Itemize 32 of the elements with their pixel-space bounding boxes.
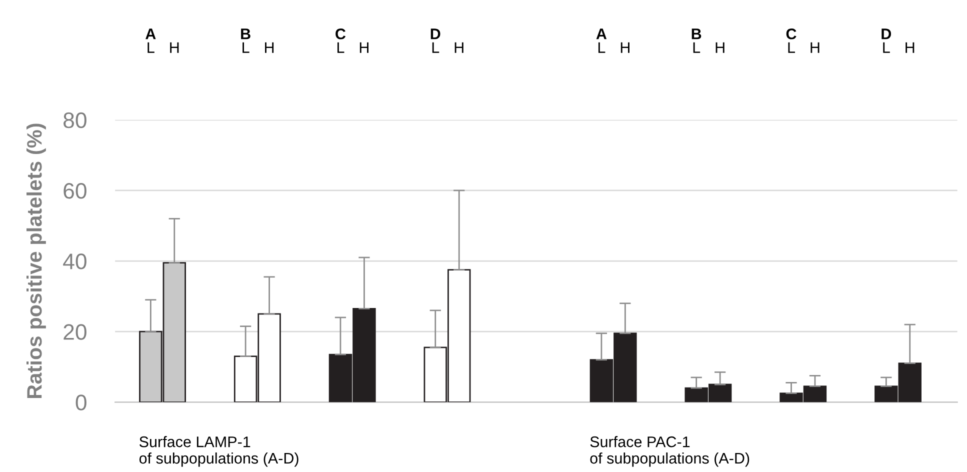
- x-tick-label: H: [265, 42, 274, 53]
- x-tick-label: H: [906, 42, 914, 53]
- text: Surface LAMP-1 of subpopulations (A-D): [139, 436, 298, 467]
- text: Surface PAC-1 of subpopulations (A-D): [590, 436, 750, 467]
- text: C: [786, 28, 796, 40]
- text: D: [882, 28, 892, 40]
- x-tick-label: L: [337, 42, 344, 53]
- y-tick-label: 80: [64, 112, 86, 128]
- text: D: [430, 28, 440, 40]
- x-tick-label: L: [148, 42, 154, 53]
- x-tick-label: L: [693, 42, 700, 53]
- x-tick-label: H: [360, 42, 368, 53]
- text: B: [692, 28, 702, 40]
- y-tick-label: 20: [64, 324, 86, 340]
- y-tick-label: 40: [63, 254, 86, 270]
- x-tick-label: L: [242, 42, 250, 53]
- text: C: [336, 28, 346, 40]
- x-tick-label: L: [883, 42, 890, 53]
- x-tick-label: H: [716, 42, 724, 53]
- x-tick-label: H: [810, 42, 820, 53]
- x-tick-label: H: [454, 42, 464, 53]
- x-tick-label: L: [432, 42, 440, 53]
- text: A: [596, 28, 607, 40]
- y-tick-label: 0: [76, 394, 86, 410]
- y-axis-title: Ratios positive platelets (%): [26, 124, 46, 398]
- x-tick-label: L: [598, 42, 606, 53]
- text: B: [241, 28, 250, 40]
- x-tick-label: H: [620, 42, 630, 53]
- text: A: [146, 28, 156, 40]
- x-tick-label: H: [170, 42, 179, 53]
- y-tick-label: 60: [64, 182, 86, 199]
- x-tick-label: L: [788, 42, 795, 53]
